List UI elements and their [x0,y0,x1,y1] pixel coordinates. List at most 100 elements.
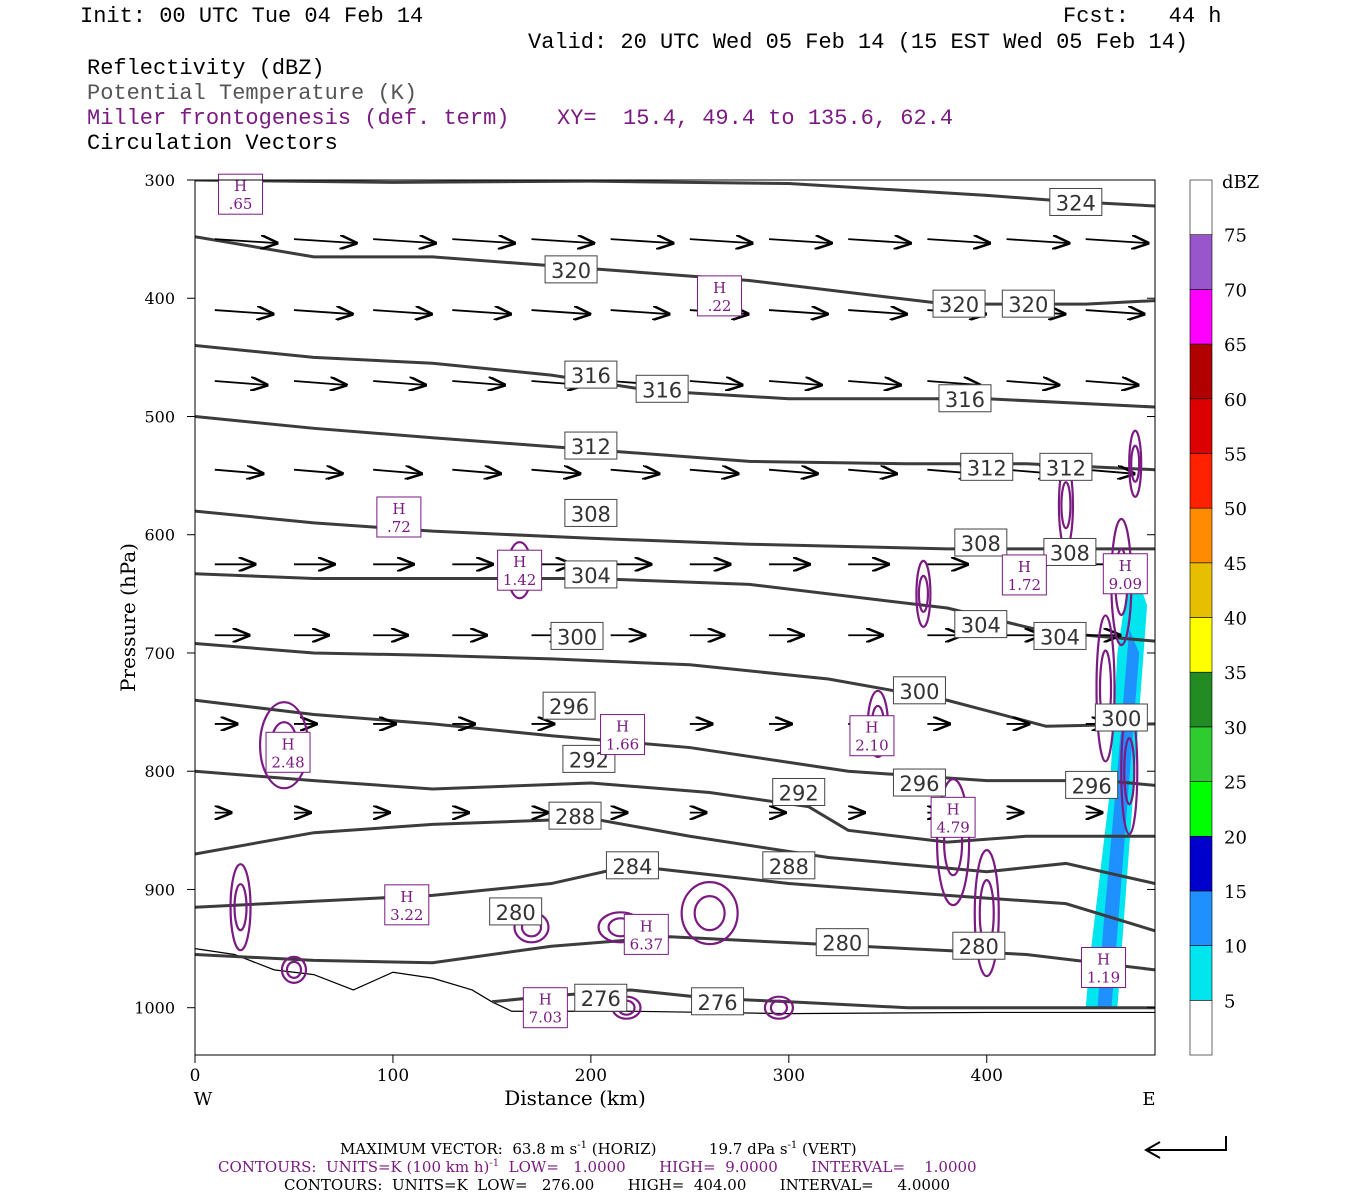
theta-label-288: 288 [555,805,595,829]
theta-label-box [574,983,628,1012]
reference-vector-head [1143,1141,1161,1159]
circulation-vector [689,239,752,243]
theta-contour-info: CONTOURS: UNITS=K LOW= 276.00 HIGH= 404.… [284,1176,950,1194]
colorbar-tick-label: 20 [1224,827,1247,848]
colorbar-tick-label: 65 [1224,335,1247,356]
colorbar-segment [1189,398,1213,454]
theta-label-box [550,621,604,650]
theta-label-304: 304 [961,614,1001,638]
y-tick-label: 900 [144,880,175,899]
frontogenesis-max-box [265,731,311,773]
frontogenesis-max-value: 1.19 [1087,969,1120,987]
x-tick-label: 0 [190,1066,201,1086]
theta-label-box [1065,770,1119,799]
frontogenesis-contour [1095,614,1116,763]
frontogenesis-max-value: 3.22 [390,906,423,924]
frontogenesis-max-box [600,714,646,756]
colorbar-segment [1189,453,1213,509]
frontogenesis-contour [693,895,726,932]
theta-label-288: 288 [769,855,809,879]
x-tick-label: 100 [377,1066,409,1086]
frontogenesis-contour [280,955,308,984]
frontogenesis-max-box [497,549,543,591]
frontogenesis-max-letter: H [392,500,405,518]
theta-contour-308 [195,509,1155,551]
circulation-vector [610,239,673,243]
init-time: Init: 00 UTC Tue 04 Feb 14 [80,4,424,29]
theta-contour-292 [195,769,1155,844]
reference-vector [1146,1136,1227,1151]
field-frontogenesis: Miller frontogenesis (def. term) [87,106,510,131]
circulation-vector [610,310,669,314]
theta-contour-280 [195,935,1155,972]
circulation-vector [768,310,827,314]
circulation-vector [452,239,514,243]
colorbar-tick-label: 75 [1224,226,1247,247]
frontogenesis-max-box [1001,554,1047,596]
colorbar-tick-label: 70 [1224,280,1247,301]
frontogenesis-contour [229,863,252,952]
circulation-vector [452,381,504,385]
frontogenesis-max-box [849,715,895,757]
theta-label-box [954,528,1008,557]
theta-label-box [544,255,598,284]
x-axis-label: Distance (km) [504,1086,646,1110]
theta-label-308: 308 [1050,541,1090,565]
colorbar-segment [1189,1000,1213,1056]
frontogenesis-max-value: 9.09 [1109,575,1142,593]
theta-label-300: 300 [899,680,939,704]
theta-label-box [542,691,596,720]
circulation-vector [293,310,352,314]
frontogenesis-max-letter: H [281,735,294,753]
field-reflectivity: Reflectivity (dBZ) [87,56,325,81]
colorbar-tick-label: 30 [1224,718,1247,739]
colorbar-segment [1189,726,1213,782]
frontogenesis-contour [233,883,248,932]
colorbar-segment [1189,945,1213,1001]
frontogenesis-contour [1130,444,1141,483]
circulation-vector [293,470,342,474]
west-label: W [194,1089,213,1110]
frontogenesis-contour-info: CONTOURS: UNITS=K (100 km h)-1 LOW= 1.00… [218,1158,977,1176]
frontogenesis-max-letter: H [234,177,247,195]
frontogenesis-max-value: 2.48 [271,753,304,771]
theta-label-312: 312 [571,435,611,459]
theta-label-box [564,431,618,460]
plot-content [195,180,1155,1020]
circulation-vector [1085,381,1138,385]
theta-label-292: 292 [779,782,819,806]
frontogenesis-max-box [384,884,430,926]
y-tick-label: 1000 [134,999,175,1018]
colorbar-segment [1189,289,1213,345]
circulation-vector [848,381,900,385]
circulation-vector [531,239,593,243]
circulation-vector [373,381,425,385]
theta-label-box [548,801,602,830]
plot-frame [194,179,1156,1056]
theta-label-box [1043,537,1097,566]
frontogenesis-max-box [697,275,743,317]
theta-label-box [1039,452,1093,481]
terrain-line [195,947,1155,1015]
theta-label-box [772,778,826,806]
theta-label-box [892,676,946,705]
frontogenesis-max-box [522,987,568,1029]
theta-label-box [938,384,992,413]
theta-label-box [1033,621,1087,650]
circulation-vector [452,470,500,474]
colorbar-segment [1189,890,1213,946]
theta-label-box [954,610,1008,639]
colorbar-tick-label: 25 [1224,773,1247,794]
theta-label-box [892,768,946,797]
circulation-vector [452,310,510,314]
theta-label-296: 296 [1072,774,1112,798]
theta-label-box [564,360,618,389]
theta-contour-324 [195,180,1155,208]
colorbar-unit: dBZ [1222,172,1259,193]
theta-label-312: 312 [967,456,1007,480]
theta-label-280: 280 [822,932,862,956]
theta-label-box [605,851,659,880]
frontogenesis-contour [763,995,795,1020]
theta-label-312: 312 [1046,456,1086,480]
circulation-vector [848,470,896,474]
